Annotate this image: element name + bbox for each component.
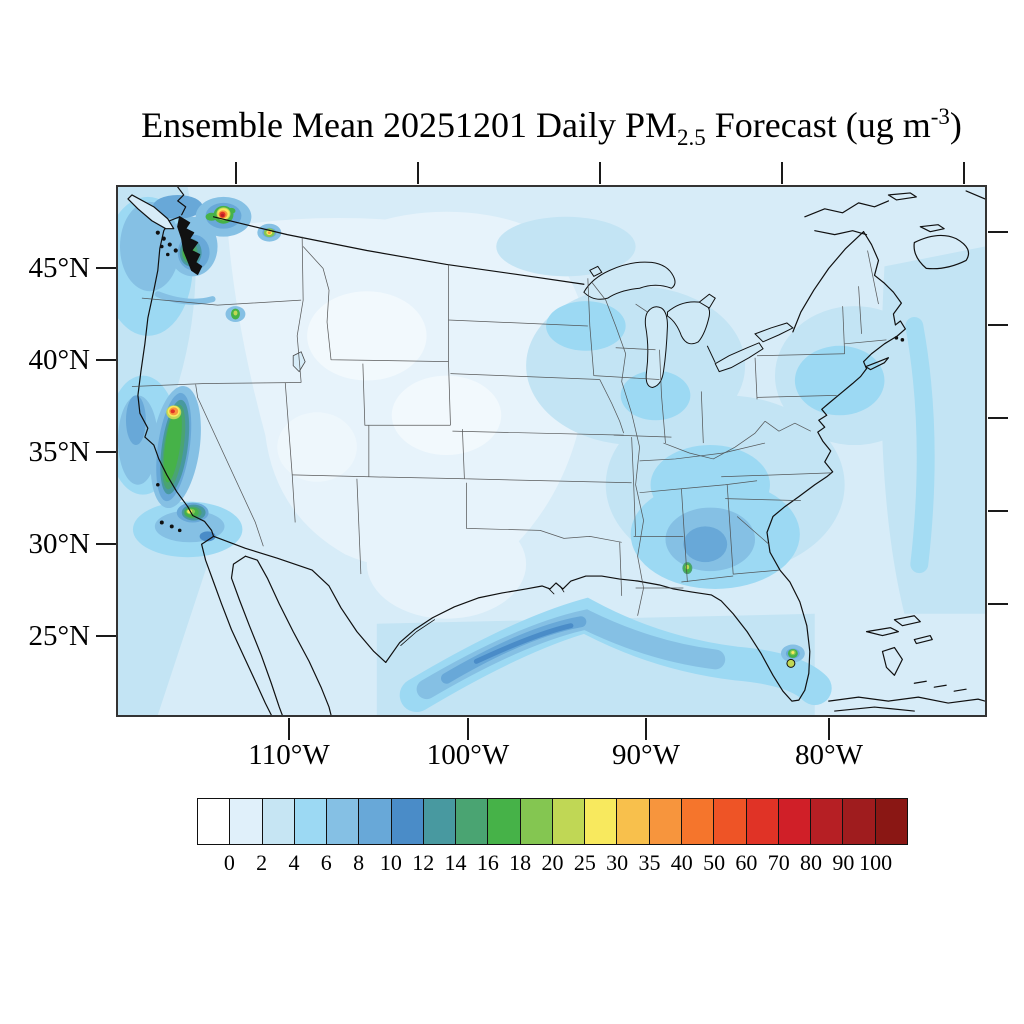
axis-tick (96, 267, 116, 269)
axis-tick (645, 718, 647, 740)
axis-tick (988, 417, 1008, 419)
colorbar-tick-label: 35 (638, 850, 661, 875)
axis-tick (96, 635, 116, 637)
colorbar-tick-label: 8 (353, 850, 365, 875)
colorbar-box (746, 799, 779, 844)
colorbar-tick-label: 90 (832, 850, 855, 875)
colorbar-box (520, 799, 553, 844)
title-subscript: 2.5 (677, 125, 706, 150)
coastlines (127, 187, 985, 715)
colorbar-box (681, 799, 715, 844)
x-axis-tick-label: 100°W (426, 739, 510, 771)
axis-tick (599, 162, 601, 184)
axis-tick (96, 543, 116, 545)
lakes (292, 261, 796, 668)
title-part2: Forecast (ug m (705, 105, 931, 145)
y-axis-tick-label: 45°N (28, 252, 90, 284)
axis-tick (828, 718, 830, 740)
axis-tick (988, 510, 1008, 512)
axis-tick (963, 162, 965, 184)
axis-tick (235, 162, 237, 184)
colorbar-box (456, 799, 489, 844)
axis-tick (417, 162, 419, 184)
colorbar-tick-label: 20 (541, 850, 564, 875)
colorbar-tick-label: 40 (670, 850, 693, 875)
pm-field (118, 187, 985, 715)
colorbar-box (649, 799, 682, 844)
axis-tick (96, 359, 116, 361)
axis-tick (988, 231, 1008, 233)
map-frame (116, 185, 987, 717)
colorbar-box (262, 799, 295, 844)
title-superscript: -3 (930, 104, 950, 129)
axis-tick (96, 451, 116, 453)
x-axis-tick-label: 90°W (612, 739, 680, 771)
axis-tick (467, 718, 469, 740)
colorbar-box (327, 799, 360, 844)
colorbar-box (294, 799, 328, 844)
y-axis-tick-label: 35°N (28, 436, 90, 468)
colorbar-tick-label: 50 (703, 850, 726, 875)
colorbar-tick-label: 16 (476, 850, 499, 875)
colorbar-box (811, 799, 844, 844)
colorbar-tick-label: 2 (256, 850, 268, 875)
map-canvas (118, 187, 985, 715)
colorbar-tick-label: 0 (223, 850, 235, 875)
colorbar-box (198, 799, 231, 844)
colorbar-box (552, 799, 586, 844)
colorbar-tick-label: 70 (767, 850, 790, 875)
axis-tick (988, 603, 1008, 605)
colorbar-box (391, 799, 424, 844)
figure-title: Ensemble Mean 20251201 Daily PM2.5 Forec… (116, 104, 987, 151)
colorbar-tick-label: 30 (606, 850, 629, 875)
y-axis-tick-label: 25°N (28, 620, 90, 652)
hotspots (160, 205, 798, 658)
colorbar-tick-label: 10 (379, 850, 402, 875)
colorbar (197, 798, 908, 845)
colorbar-tick-label: 18 (509, 850, 532, 875)
axis-tick (988, 324, 1008, 326)
colorbar-box (230, 799, 263, 844)
colorbar-box (778, 799, 812, 844)
title-part3: ) (949, 105, 962, 145)
colorbar-tick-label: 80 (800, 850, 823, 875)
colorbar-box (875, 799, 907, 844)
colorbar-tick-label: 4 (288, 850, 300, 875)
colorbar-box (714, 799, 747, 844)
colorbar-tick-label: 14 (444, 850, 467, 875)
title-part1: Ensemble Mean 20251201 Daily PM (141, 105, 678, 145)
colorbar-tick-label: 100 (859, 850, 893, 875)
colorbar-box (585, 799, 618, 844)
colorbar-box (843, 799, 876, 844)
colorbar-tick-label: 25 (573, 850, 596, 875)
state-borders (131, 236, 887, 616)
colorbar-box (359, 799, 392, 844)
axis-tick (781, 162, 783, 184)
x-axis-tick-label: 80°W (795, 739, 863, 771)
colorbar-labels: 0 2 4 6 8 10 12 14 16 18 20 25 30 35 40 50 60 70 80 90 100 (197, 850, 908, 880)
axis-tick (288, 718, 290, 740)
colorbar-box (423, 799, 457, 844)
colorbar-tick-label: 12 (412, 850, 435, 875)
colorbar-box (617, 799, 650, 844)
x-axis-tick-label: 110°W (248, 739, 330, 771)
colorbar-tick-label: 60 (735, 850, 758, 875)
colorbar-box (488, 799, 521, 844)
y-axis-tick-label: 40°N (28, 344, 90, 376)
colorbar-tick-label: 6 (320, 850, 332, 875)
y-axis-tick-label: 30°N (28, 528, 90, 560)
